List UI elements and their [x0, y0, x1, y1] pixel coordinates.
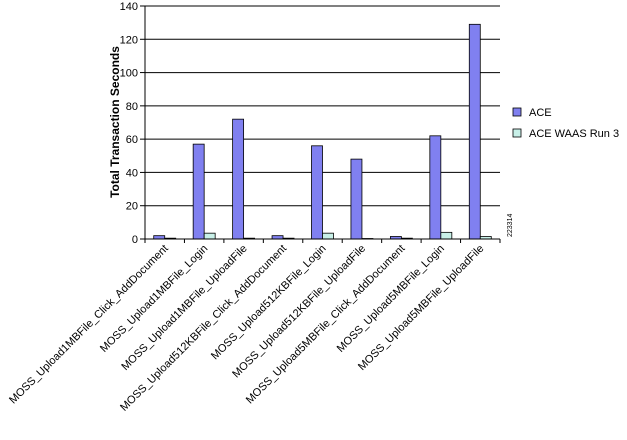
- legend-swatch: [513, 129, 521, 137]
- bar-series-1: [233, 119, 244, 239]
- legend: ACE ACE WAAS Run 3: [513, 107, 619, 140]
- y-tick-label: 100: [120, 68, 138, 80]
- y-axis-title: Total Transaction Seconds: [108, 46, 122, 198]
- bar-series-1: [193, 144, 204, 239]
- legend-swatch: [513, 108, 521, 116]
- bar-series-2: [441, 232, 452, 239]
- y-tick-label: 120: [120, 34, 138, 46]
- bar-series-1: [351, 159, 362, 239]
- y-tick-label: 20: [126, 201, 138, 213]
- bars: [154, 24, 492, 239]
- y-tick-label: 40: [126, 167, 138, 179]
- y-tick-label: 60: [126, 134, 138, 146]
- bar-series-1: [312, 146, 323, 239]
- bar-series-1: [430, 136, 441, 239]
- y-tick-label: 0: [132, 234, 138, 246]
- tick-labels: 020406080100120140MOSS_Upload1MBFile_Cli…: [7, 1, 486, 414]
- legend-label: ACE: [529, 107, 552, 119]
- bar-series-2: [204, 233, 215, 239]
- bar-series-1: [469, 24, 480, 239]
- bar-series-2: [323, 233, 334, 239]
- legend-label: ACE WAAS Run 3: [529, 128, 619, 140]
- y-tick-label: 80: [126, 101, 138, 113]
- y-tick-label: 140: [120, 1, 138, 13]
- chart-annotation: 223314: [507, 214, 514, 237]
